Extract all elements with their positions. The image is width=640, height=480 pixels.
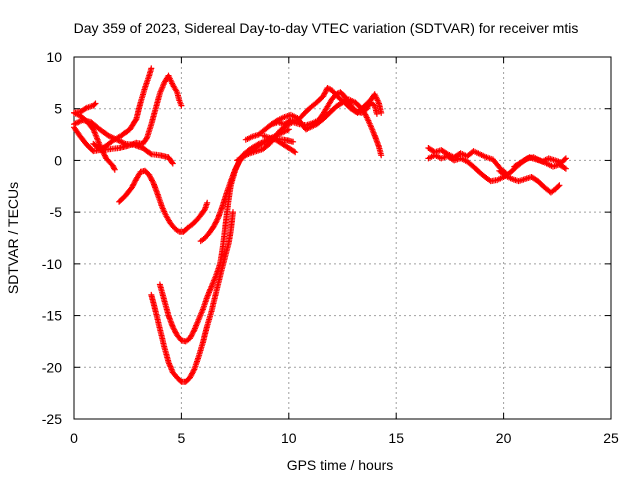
data-markers-arc14 xyxy=(425,145,509,176)
series-arc11 xyxy=(242,96,385,159)
series-arc12 xyxy=(260,132,299,156)
y-tick-label: -20 xyxy=(42,359,62,375)
series-arc17 xyxy=(511,154,569,172)
data-markers-arc4 xyxy=(71,100,99,116)
data-layer xyxy=(71,65,569,385)
data-markers-arc7 xyxy=(148,209,236,385)
series-arc8 xyxy=(156,135,297,345)
y-tick-label: -5 xyxy=(50,204,63,220)
data-markers-arc13 xyxy=(268,85,385,128)
series-arc9 xyxy=(197,126,292,245)
x-tick-label: 10 xyxy=(281,430,297,446)
data-markers-arc3 xyxy=(71,65,155,155)
y-tick-label: 10 xyxy=(46,49,62,65)
plot-frame xyxy=(73,56,612,420)
x-tick-label: 0 xyxy=(70,430,78,446)
series-arc14 xyxy=(425,145,509,176)
series-arc6 xyxy=(116,167,211,235)
y-tick-label: 0 xyxy=(54,152,62,168)
data-markers-arc9 xyxy=(197,126,292,245)
y-axis-label: SDTVAR / TECUs xyxy=(5,182,21,294)
data-markers-arc11 xyxy=(242,96,385,159)
x-axis-label: GPS time / hours xyxy=(287,457,394,473)
series-arc3 xyxy=(71,65,155,155)
data-markers-arc6 xyxy=(116,167,211,235)
series-arc5 xyxy=(90,72,185,154)
y-tick-label: -10 xyxy=(42,256,62,272)
series-arc16 xyxy=(496,167,563,196)
series-arc4 xyxy=(71,100,99,116)
data-markers-arc15 xyxy=(425,152,569,185)
data-markers-arc5 xyxy=(90,72,185,154)
series-arc15 xyxy=(425,152,569,185)
x-tick-label: 15 xyxy=(388,430,404,446)
axis-ticks: 0 5 10 15 20 25 -25 -20 -15 -10 -5 0 5 10 xyxy=(42,49,619,446)
y-tick-label: 5 xyxy=(54,101,62,117)
chart-title: Day 359 of 2023, Sidereal Day-to-day VTE… xyxy=(74,20,579,36)
data-markers-arc16 xyxy=(496,167,563,196)
x-tick-label: 25 xyxy=(603,430,619,446)
data-markers-arc12 xyxy=(260,132,299,156)
data-markers-arc8 xyxy=(156,135,297,345)
series-arc13 xyxy=(268,85,385,128)
y-tick-label: -25 xyxy=(42,411,62,427)
x-tick-label: 20 xyxy=(496,430,512,446)
x-tick-label: 5 xyxy=(178,430,186,446)
series-arc7 xyxy=(148,209,236,385)
data-markers-arc17 xyxy=(511,154,569,172)
y-tick-label: -15 xyxy=(42,308,62,324)
